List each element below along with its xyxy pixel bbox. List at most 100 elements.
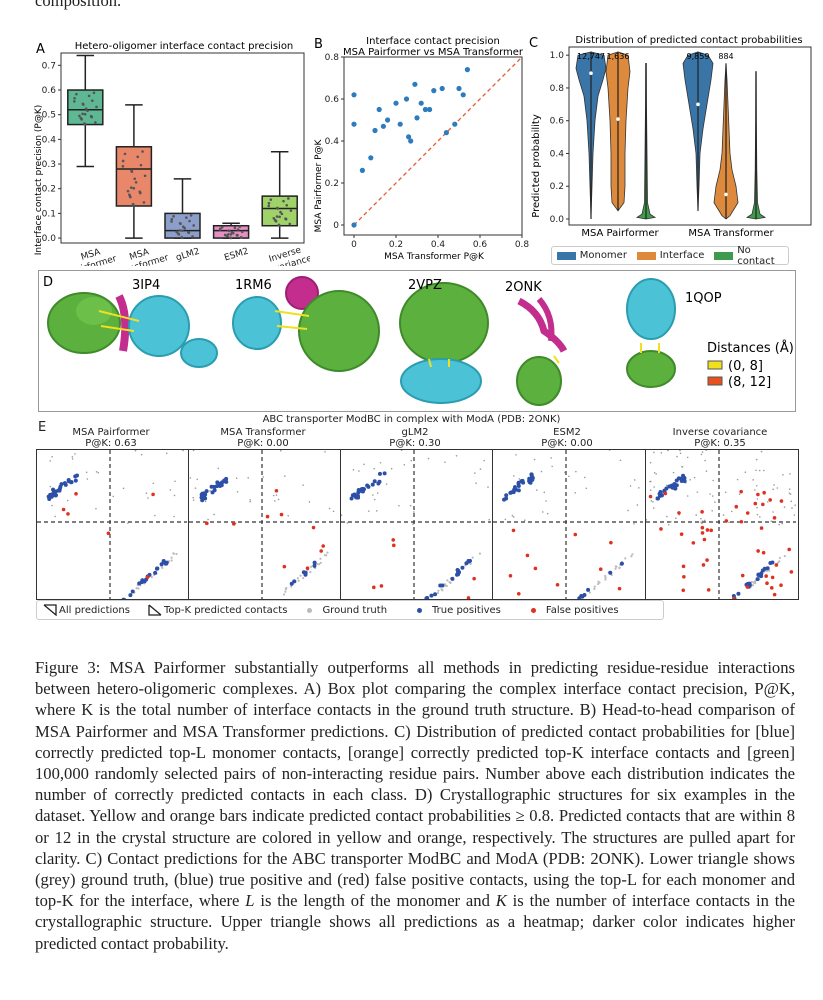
- panel-a-ylabel: Interface contact precision (P@K): [34, 105, 44, 256]
- false-positive-dot: [739, 519, 744, 524]
- box-point: [84, 107, 88, 110]
- contact-map-score: P@K: 0.00: [541, 438, 593, 449]
- box-point: [191, 235, 194, 238]
- structure-1qop: 1QOP: [626, 278, 722, 388]
- count-monomer-transformer: 9,859: [687, 52, 710, 61]
- scatter-point: [351, 121, 357, 127]
- contact-map: [36, 449, 190, 600]
- legend-label-8-12: (8, 12]: [728, 375, 771, 390]
- false-positive-dot: [759, 526, 764, 530]
- false-positive-dot: [734, 504, 739, 509]
- false-positive-dot: [770, 575, 775, 580]
- box-point: [275, 206, 279, 210]
- panel-d-box: D 3IP4 1RM6 2VPZ: [38, 270, 796, 412]
- box-point: [134, 180, 138, 184]
- false-positive-dot: [379, 584, 384, 588]
- true-positive-dot: [438, 583, 443, 588]
- box-point: [287, 197, 290, 200]
- box-point: [83, 112, 87, 116]
- false-positive-dot: [709, 528, 713, 533]
- false-positive-dot: [682, 574, 686, 579]
- box-point: [89, 114, 93, 118]
- box-point: [225, 234, 228, 238]
- box-point: [180, 236, 184, 240]
- box-point: [275, 215, 279, 218]
- scatter-point: [403, 96, 410, 102]
- scatter-point: [393, 100, 399, 106]
- false-positive-dot: [663, 491, 668, 496]
- panel-c-violin: C Distribution of predicted contact prob…: [529, 35, 812, 239]
- box-point: [139, 163, 143, 167]
- false-positive-dot: [466, 596, 471, 599]
- true-positive-dot: [681, 473, 686, 478]
- false-positive-dot: [700, 525, 705, 530]
- box-point: [229, 236, 233, 240]
- scatter-point: [359, 167, 365, 173]
- true-positive-dot: [516, 480, 521, 485]
- false-positive-dot: [724, 519, 729, 523]
- panel-a-xtick: ESM2: [223, 247, 250, 264]
- box-point: [176, 232, 180, 235]
- box-point: [273, 218, 277, 222]
- box-point: [129, 186, 133, 189]
- group-label-transformer: MSA Transformer: [688, 228, 774, 239]
- false-positive-dot: [789, 570, 794, 574]
- panel-a-ytick: 0.3: [42, 160, 56, 170]
- false-positive-dot: [205, 521, 209, 526]
- legend-swatch-interface: [636, 251, 656, 260]
- true-positive-dot: [63, 482, 68, 487]
- panel-c-ylabel: Predicted probability: [531, 114, 542, 218]
- scatter-point: [412, 81, 418, 87]
- structure-label-2vpz: 2VPZ: [408, 278, 442, 293]
- box-point: [272, 217, 276, 220]
- false-positive-dot: [756, 492, 760, 497]
- true-positive-dot: [377, 471, 382, 476]
- false-positive-dot-icon: [530, 607, 536, 613]
- false-positive-dot: [66, 512, 70, 516]
- legend-ground-truth: Ground truth: [322, 604, 388, 616]
- scatter-point: [443, 130, 449, 136]
- box-point: [138, 190, 142, 194]
- true-positive-dot: [289, 581, 294, 586]
- true-positive-dot: [212, 484, 217, 489]
- true-positive-dot: [731, 599, 735, 600]
- panel-d-structures: D 3IP4 1RM6 2VPZ: [43, 275, 794, 406]
- true-positive-dot: [528, 480, 533, 485]
- box-point: [285, 203, 289, 207]
- violin-median: [696, 102, 700, 107]
- contact-map-title: MSA Pairformer P@K: 0.63: [16, 427, 206, 449]
- panel-b-ytick: 0.2: [325, 179, 339, 189]
- false-positive-dot: [753, 501, 758, 506]
- true-positive-dot: [352, 492, 357, 497]
- true-positive-dot: [360, 488, 365, 493]
- true-positive-dot: [512, 487, 517, 492]
- false-positive-dot: [573, 532, 578, 537]
- scatter-point: [431, 88, 437, 94]
- true-positive-dot: [47, 496, 52, 501]
- true-positive-dot: [466, 559, 471, 564]
- true-positive-dot: [73, 474, 78, 479]
- false-positive-dot: [768, 498, 772, 502]
- true-positive-dot: [66, 478, 71, 483]
- true-positive-dot: [209, 484, 214, 489]
- false-positive-dot: [555, 582, 560, 587]
- box-point: [133, 177, 137, 181]
- previous-paragraph-fragment: composition.: [35, 0, 122, 10]
- false-positive-dot: [145, 575, 150, 579]
- box-point: [132, 186, 136, 190]
- box-point: [73, 100, 76, 103]
- true-positive-dot: [73, 478, 78, 483]
- ground-truth-dot-icon: [307, 607, 313, 613]
- box-point: [178, 229, 182, 232]
- false-positive-dot: [609, 540, 613, 545]
- box-point: [95, 105, 98, 109]
- true-positive-dot: [678, 476, 683, 481]
- panel-b-plot-area: 0 0.2 0.4 0.6 0.8 0 0.2 0.4 0.6 0.8: [325, 53, 530, 250]
- top-k-icon: [148, 604, 162, 616]
- false-positive-dot: [761, 550, 766, 555]
- box-point: [267, 204, 271, 208]
- box-point: [91, 99, 94, 103]
- true-positive-dot: [765, 566, 770, 571]
- false-positive-dot: [756, 549, 760, 553]
- false-positive-dot: [311, 525, 316, 530]
